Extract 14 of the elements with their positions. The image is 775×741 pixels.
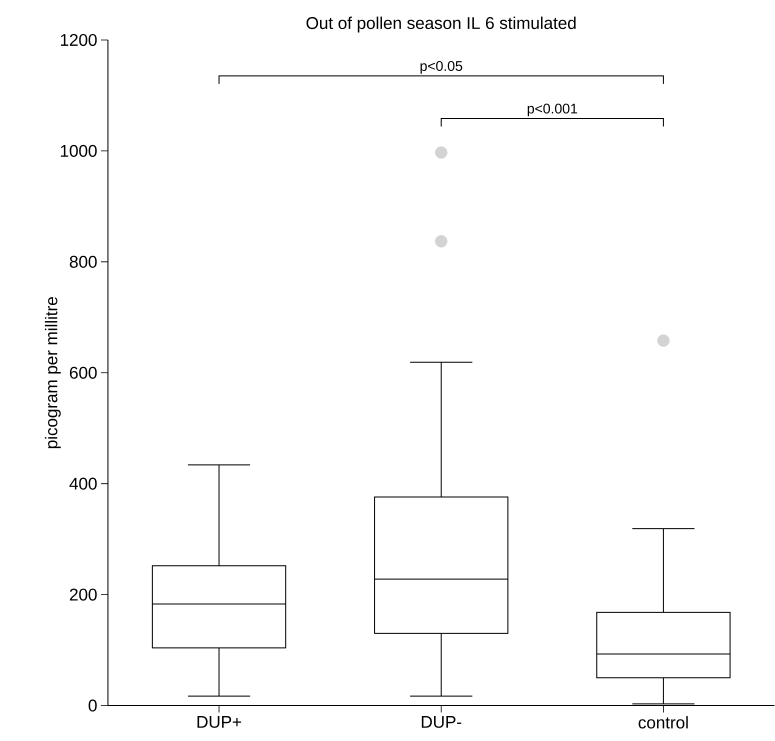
y-tick-label: 800: [70, 256, 97, 268]
y-axis-title: picogram per millitre: [44, 297, 61, 448]
chart-title: Out of pollen season IL 6 stimulated: [306, 16, 576, 33]
y-tick-label: 400: [69, 478, 97, 490]
x-tick-label: DUP-: [422, 716, 462, 728]
y-tick-label: 200: [70, 588, 97, 601]
x-tick-label: control: [638, 716, 688, 729]
x-tick-label: DUP+: [198, 716, 242, 728]
y-tick-label: 1200: [60, 34, 97, 46]
y-tick-label: 0: [88, 700, 97, 712]
annotation: p<0.05: [420, 61, 462, 74]
y-tick-label: 1000: [60, 145, 97, 158]
y-tick-label: 600: [70, 366, 97, 380]
annotation: p<0.001: [528, 104, 578, 117]
